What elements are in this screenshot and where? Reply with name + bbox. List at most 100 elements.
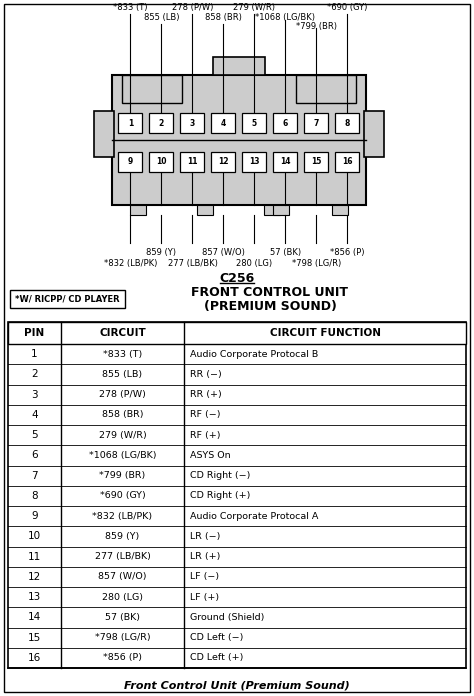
Text: 7: 7 [31, 470, 37, 481]
Bar [273, 113, 298, 133]
Text: 16: 16 [342, 157, 353, 166]
Text: RF (+): RF (+) [191, 431, 221, 440]
Text: 7: 7 [314, 118, 319, 127]
Text: 9: 9 [128, 157, 133, 166]
Text: 16: 16 [27, 653, 41, 663]
Text: 11: 11 [187, 157, 198, 166]
Text: 6: 6 [31, 450, 37, 460]
Text: 859 (Y): 859 (Y) [105, 532, 140, 541]
Text: 2: 2 [159, 118, 164, 127]
Text: 15: 15 [311, 157, 322, 166]
Text: 859 (Y): 859 (Y) [146, 248, 176, 257]
Text: 13: 13 [27, 592, 41, 602]
Bar [364, 111, 384, 157]
Text: *832 (LB/PK): *832 (LB/PK) [104, 259, 157, 268]
Bar [304, 152, 328, 171]
Text: 12: 12 [218, 157, 229, 166]
Text: LR (−): LR (−) [191, 532, 221, 541]
Text: 4: 4 [221, 118, 226, 127]
Text: 280 (LG): 280 (LG) [102, 592, 143, 601]
Bar [112, 75, 366, 205]
Bar [211, 152, 236, 171]
Bar [273, 152, 298, 171]
Bar [273, 205, 289, 215]
Text: *856 (P): *856 (P) [330, 248, 365, 257]
Text: 855 (LB): 855 (LB) [144, 13, 179, 22]
Text: 14: 14 [280, 157, 291, 166]
Text: *833 (T): *833 (T) [103, 349, 142, 358]
Text: 5: 5 [31, 430, 37, 440]
Bar [8, 322, 466, 344]
Text: Ground (Shield): Ground (Shield) [191, 613, 264, 622]
Text: CD Left (−): CD Left (−) [191, 633, 244, 642]
Text: *799 (BR): *799 (BR) [100, 471, 146, 480]
Text: 12: 12 [27, 572, 41, 582]
Text: 279 (W/R): 279 (W/R) [234, 3, 275, 12]
Text: 278 (P/W): 278 (P/W) [99, 390, 146, 399]
Text: CD Right (−): CD Right (−) [191, 471, 251, 480]
Bar [336, 113, 359, 133]
Text: 57 (BK): 57 (BK) [105, 613, 140, 622]
Text: *799 (BR): *799 (BR) [296, 22, 337, 31]
Text: Audio Corporate Protocal B: Audio Corporate Protocal B [191, 349, 319, 358]
Text: PIN: PIN [24, 328, 45, 338]
Text: *832 (LB/PK): *832 (LB/PK) [92, 512, 153, 521]
Text: 855 (LB): 855 (LB) [102, 370, 143, 379]
Text: 8: 8 [345, 118, 350, 127]
Text: C256: C256 [219, 272, 255, 285]
Text: 277 (LB/BK): 277 (LB/BK) [94, 552, 150, 561]
Bar [243, 152, 266, 171]
Bar [211, 113, 236, 133]
Text: CIRCUIT FUNCTION: CIRCUIT FUNCTION [270, 328, 381, 338]
Text: 9: 9 [31, 511, 37, 521]
Text: 277 (LB/BK): 277 (LB/BK) [168, 259, 218, 268]
Text: *1068 (LG/BK): *1068 (LG/BK) [89, 451, 156, 460]
Text: *W/ RICPP/ CD PLAYER: *W/ RICPP/ CD PLAYER [15, 294, 120, 303]
Text: 14: 14 [27, 612, 41, 622]
Bar [118, 113, 143, 133]
Text: 6: 6 [283, 118, 288, 127]
Text: 5: 5 [252, 118, 257, 127]
Text: *856 (P): *856 (P) [103, 654, 142, 663]
Bar [296, 75, 356, 103]
Text: 13: 13 [249, 157, 260, 166]
Text: CD Right (+): CD Right (+) [191, 491, 251, 500]
Bar [149, 113, 173, 133]
Text: *833 (T): *833 (T) [113, 3, 148, 12]
Text: 57 (BK): 57 (BK) [270, 248, 301, 257]
Text: CIRCUIT: CIRCUIT [99, 328, 146, 338]
Text: *690 (GY): *690 (GY) [328, 3, 368, 12]
Text: Front Control Unit (Premium Sound): Front Control Unit (Premium Sound) [124, 680, 350, 690]
Bar [130, 205, 146, 215]
Text: 857 (W/O): 857 (W/O) [98, 572, 147, 581]
Text: FRONT CONTROL UNIT: FRONT CONTROL UNIT [191, 286, 348, 299]
Text: RR (+): RR (+) [191, 390, 222, 399]
Text: 4: 4 [31, 410, 37, 420]
Text: 857 (W/O): 857 (W/O) [202, 248, 245, 257]
Text: *690 (GY): *690 (GY) [100, 491, 146, 500]
Text: 8: 8 [31, 491, 37, 501]
Text: (PREMIUM SOUND): (PREMIUM SOUND) [203, 300, 337, 313]
Bar [336, 152, 359, 171]
Bar [181, 113, 204, 133]
Text: 1: 1 [31, 349, 37, 359]
Bar [10, 290, 125, 308]
Text: LF (+): LF (+) [191, 592, 219, 601]
Text: 858 (BR): 858 (BR) [102, 411, 143, 420]
Bar [181, 152, 204, 171]
Text: Audio Corporate Protocal A: Audio Corporate Protocal A [191, 512, 319, 521]
Text: 858 (BR): 858 (BR) [205, 13, 242, 22]
Text: ASYS On: ASYS On [191, 451, 231, 460]
Text: LF (−): LF (−) [191, 572, 219, 581]
Text: 10: 10 [28, 531, 41, 541]
Bar [122, 75, 182, 103]
Text: 1: 1 [128, 118, 133, 127]
Text: 11: 11 [27, 552, 41, 562]
Text: 3: 3 [31, 390, 37, 400]
Bar [118, 152, 143, 171]
Text: *798 (LG/R): *798 (LG/R) [95, 633, 150, 642]
Text: 3: 3 [190, 118, 195, 127]
Text: RR (−): RR (−) [191, 370, 222, 379]
Bar [304, 113, 328, 133]
Text: 278 (P/W): 278 (P/W) [172, 3, 213, 12]
